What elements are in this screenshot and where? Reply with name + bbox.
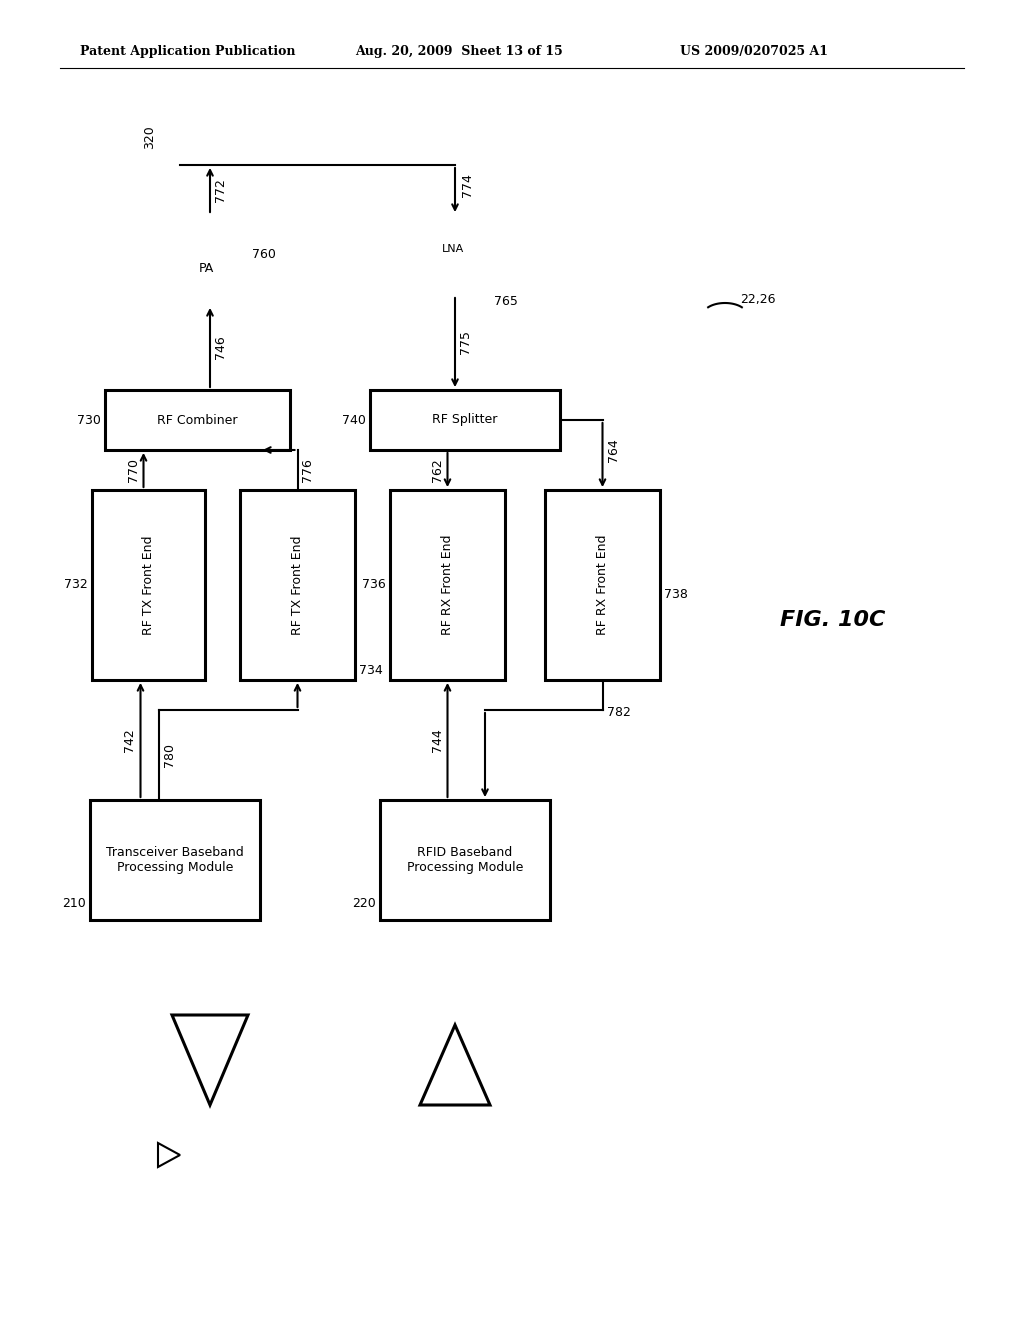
- Text: 732: 732: [65, 578, 88, 591]
- Text: Aug. 20, 2009  Sheet 13 of 15: Aug. 20, 2009 Sheet 13 of 15: [355, 45, 563, 58]
- Text: 765: 765: [494, 294, 518, 308]
- Text: 730: 730: [77, 413, 101, 426]
- Text: Patent Application Publication: Patent Application Publication: [80, 45, 296, 58]
- Text: LNA: LNA: [442, 244, 464, 253]
- Polygon shape: [158, 1143, 180, 1167]
- Bar: [240, 490, 355, 680]
- Text: 746: 746: [214, 335, 227, 359]
- Polygon shape: [420, 1026, 490, 1105]
- Text: 760: 760: [252, 248, 275, 261]
- Text: RF TX Front End: RF TX Front End: [142, 535, 155, 635]
- Text: PA: PA: [199, 261, 214, 275]
- Text: RF Combiner: RF Combiner: [158, 413, 238, 426]
- Text: RF RX Front End: RF RX Front End: [596, 535, 609, 635]
- Text: 776: 776: [301, 458, 314, 482]
- Text: 742: 742: [124, 729, 136, 752]
- Bar: [105, 389, 290, 450]
- Text: RF RX Front End: RF RX Front End: [441, 535, 454, 635]
- Text: 770: 770: [127, 458, 139, 482]
- Text: 734: 734: [359, 664, 383, 676]
- Text: 738: 738: [664, 589, 688, 602]
- Text: 782: 782: [606, 706, 631, 719]
- Bar: [390, 490, 505, 680]
- Text: RF Splitter: RF Splitter: [432, 413, 498, 426]
- Bar: [545, 490, 660, 680]
- Text: RFID Baseband
Processing Module: RFID Baseband Processing Module: [407, 846, 523, 874]
- Bar: [92, 490, 205, 680]
- Text: 736: 736: [362, 578, 386, 591]
- Polygon shape: [172, 1015, 248, 1105]
- Text: 22,26: 22,26: [740, 293, 775, 306]
- Text: 744: 744: [430, 729, 443, 752]
- Text: 210: 210: [62, 898, 86, 909]
- Text: Transceiver Baseband
Processing Module: Transceiver Baseband Processing Module: [106, 846, 244, 874]
- Text: 780: 780: [163, 743, 175, 767]
- Bar: [90, 800, 260, 920]
- Text: 764: 764: [606, 438, 620, 462]
- Text: FIG. 10C: FIG. 10C: [780, 610, 886, 630]
- Text: 220: 220: [352, 898, 376, 909]
- Text: 762: 762: [430, 458, 443, 482]
- Text: RF TX Front End: RF TX Front End: [291, 535, 304, 635]
- Text: 320: 320: [143, 125, 157, 149]
- Text: 775: 775: [459, 330, 472, 354]
- Text: 774: 774: [461, 173, 474, 197]
- Text: 772: 772: [214, 178, 227, 202]
- Bar: [380, 800, 550, 920]
- Bar: [370, 389, 560, 450]
- Text: US 2009/0207025 A1: US 2009/0207025 A1: [680, 45, 828, 58]
- Text: 740: 740: [342, 413, 366, 426]
